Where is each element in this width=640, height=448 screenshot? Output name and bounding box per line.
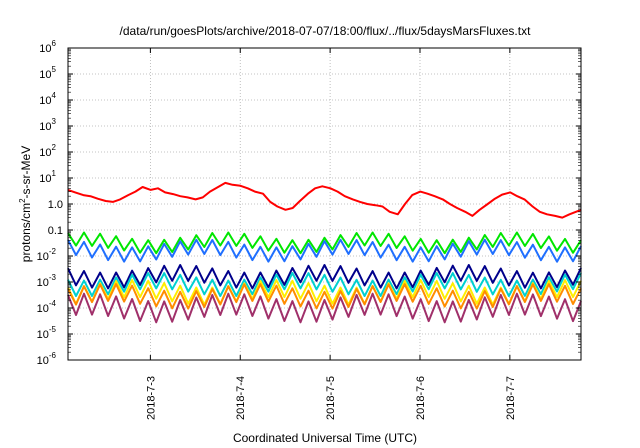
y-tick-label: 10-2 xyxy=(37,247,57,263)
series-line xyxy=(67,238,582,263)
series-line xyxy=(67,181,582,219)
series-line xyxy=(67,272,582,297)
y-tick-label: 104 xyxy=(39,91,56,107)
x-tick-label: 2018-7-5 xyxy=(325,376,337,420)
x-tick-label: 2018-7-6 xyxy=(415,376,427,420)
y-tick-label: 10-5 xyxy=(37,325,57,341)
y-tick-label: 105 xyxy=(39,65,56,81)
series-group xyxy=(67,181,582,324)
grid xyxy=(68,47,581,361)
y-tick-label: 10-3 xyxy=(37,273,57,289)
series-line xyxy=(67,231,582,255)
y-tick-label: 1.0 xyxy=(48,199,63,211)
series-line xyxy=(67,283,582,310)
y-axis: 10-6 10-5 10-4 10-3 10-2 0.1 1.0 101 102 103 104 10… xyxy=(37,39,581,367)
y-tick-label: 101 xyxy=(39,169,56,185)
chart-title: /data/run/goesPlots/archive/2018-07-07/1… xyxy=(120,24,532,38)
x-axis-label: Coordinated Universal Time (UTC) xyxy=(233,431,417,445)
y-axis-label-sup: 2 xyxy=(18,198,27,203)
y-tick-label: 106 xyxy=(39,39,56,55)
y-tick-label: 103 xyxy=(39,117,56,133)
series-line xyxy=(67,292,582,324)
y-tick-label: 0.1 xyxy=(48,225,63,237)
y-tick-label: 10-6 xyxy=(37,351,57,367)
y-axis-label: protons/cm2-s-sr-MeV xyxy=(18,146,33,262)
y-axis-label-base: protons/cm xyxy=(19,203,33,262)
x-tick-label: 2018-7-3 xyxy=(145,376,157,420)
y-tick-label: 10-4 xyxy=(37,299,57,315)
x-axis: 2018-7-3 2018-7-4 2018-7-5 2018-7-6 2018-7-7 xyxy=(145,48,517,420)
plot-frame xyxy=(67,47,582,361)
y-axis-label-rest: -s-sr-MeV xyxy=(19,146,33,199)
y-tick-label: 102 xyxy=(39,143,56,159)
series-line xyxy=(67,264,582,290)
x-tick-label: 2018-7-4 xyxy=(235,376,247,420)
x-tick-label: 2018-7-7 xyxy=(505,376,517,420)
